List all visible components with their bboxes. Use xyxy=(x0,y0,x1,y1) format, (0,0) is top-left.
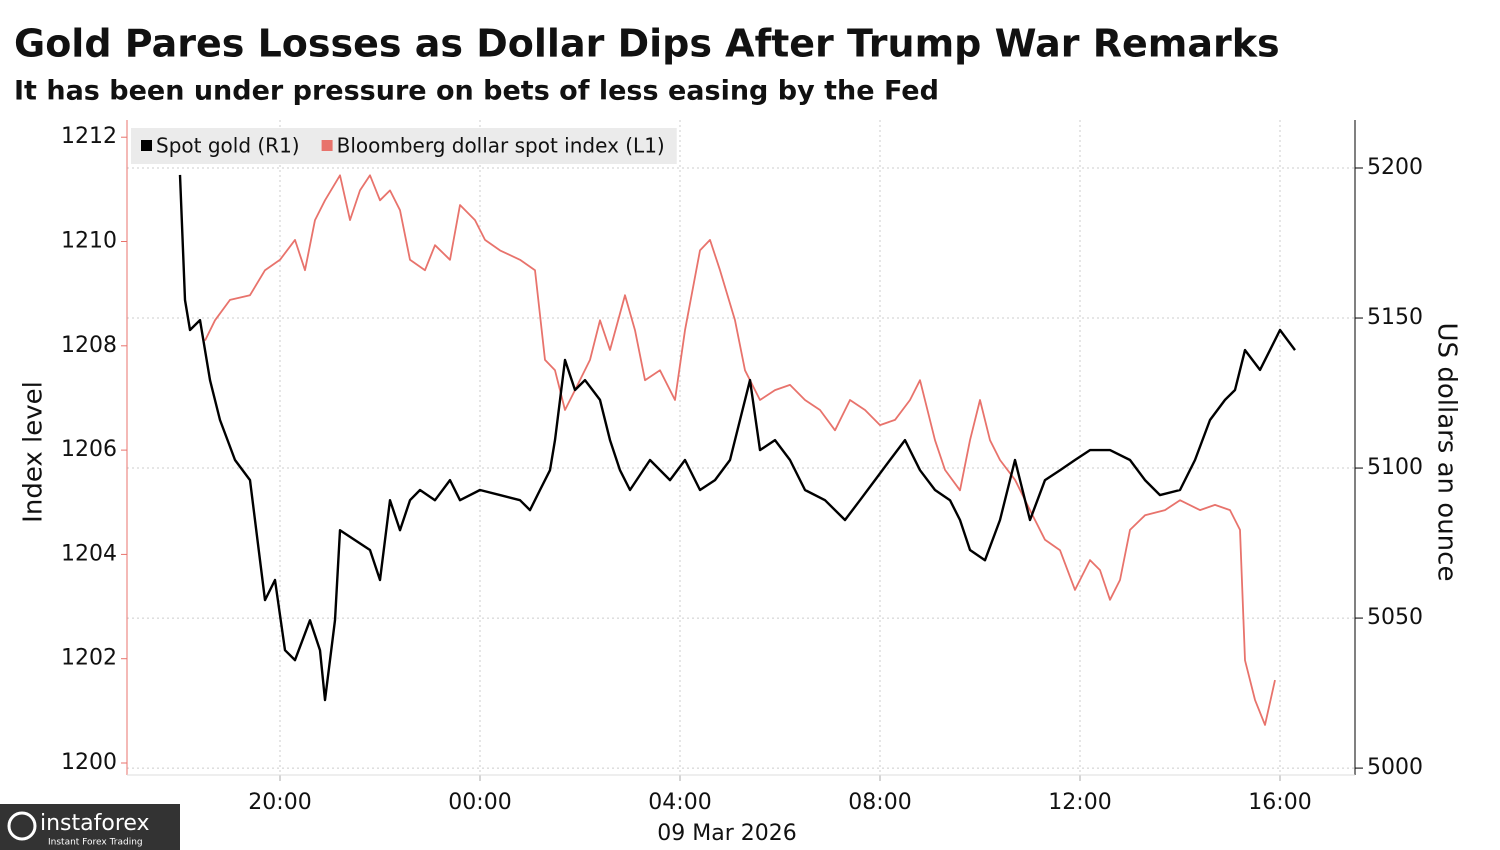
y-tick-label: 1210 xyxy=(61,229,117,254)
x-tick-label: 08:00 xyxy=(848,790,911,815)
series-line xyxy=(204,174,1276,726)
legend-background xyxy=(131,128,677,164)
x-tick-label: 00:00 xyxy=(448,790,511,815)
y2-tick-label: 5000 xyxy=(1367,755,1423,780)
series-line xyxy=(178,174,1296,702)
y2-tick-label: 5150 xyxy=(1367,305,1423,330)
legend: Spot gold (R1) Bloomberg dollar spot inde… xyxy=(131,128,677,164)
x-tick-label: 12:00 xyxy=(1048,790,1111,815)
y-axis-label: Index level xyxy=(19,381,49,523)
legend-swatch xyxy=(321,140,333,151)
watermark-box xyxy=(0,804,180,850)
watermark: instaforex Instant Forex Trading xyxy=(0,804,180,850)
y-tick-label: 1202 xyxy=(61,646,117,671)
x-tick-label: 04:00 xyxy=(648,790,711,815)
chart-subtitle: It has been under pressure on bets of le… xyxy=(14,76,939,107)
x-tick-label: 20:00 xyxy=(248,790,311,815)
y-tick-label: 1200 xyxy=(61,750,117,775)
y2-tick-label: 5100 xyxy=(1367,455,1423,480)
x-axis-label: 09 Mar 2026 xyxy=(657,821,796,846)
chart-title: Gold Pares Losses as Dollar Dips After T… xyxy=(14,22,1280,66)
watermark-brand: instaforex xyxy=(40,811,150,836)
y2-tick-label: 5050 xyxy=(1367,605,1423,630)
y2-tick-label: 5200 xyxy=(1367,155,1423,180)
watermark-tagline: Instant Forex Trading xyxy=(48,838,143,848)
x-tick-label: 16:00 xyxy=(1248,790,1311,815)
y2-axis-label: US dollars an ounce xyxy=(1432,323,1462,582)
y-tick-label: 1212 xyxy=(61,124,117,149)
legend-label: Spot gold (R1) xyxy=(156,134,300,158)
legend-label: Bloomberg dollar spot index (L1) xyxy=(337,134,665,158)
y-tick-label: 1208 xyxy=(61,333,117,358)
y-tick-label: 1204 xyxy=(61,541,117,566)
watermark-icon xyxy=(7,811,37,841)
legend-swatch xyxy=(141,140,152,151)
y-tick-label: 1206 xyxy=(61,437,117,462)
